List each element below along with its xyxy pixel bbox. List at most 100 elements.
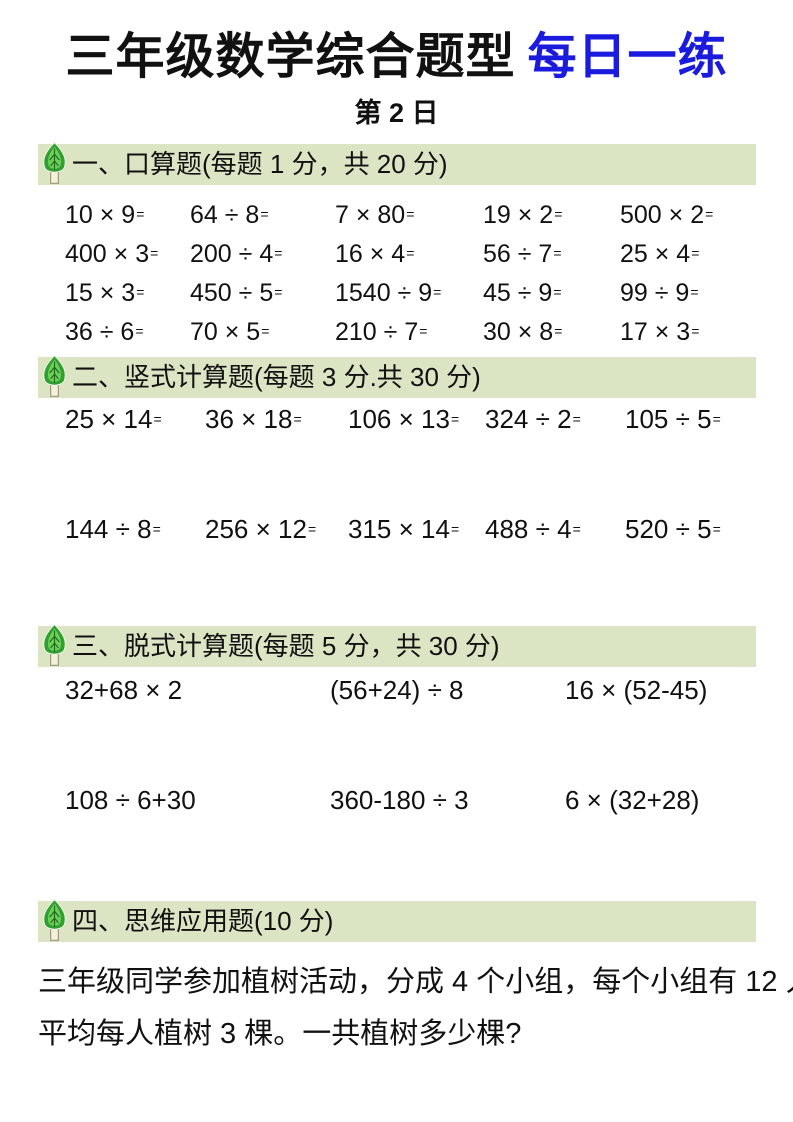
expression: 360-180 ÷ 3 xyxy=(330,785,469,815)
expression: 45 ÷ 9 xyxy=(483,279,553,307)
oral-problem: 45 ÷ 9= xyxy=(483,273,620,312)
expression: 25 × 4 xyxy=(620,240,691,268)
equals-sign: = xyxy=(293,411,302,427)
expression: 210 ÷ 7 xyxy=(335,318,419,346)
vertical-problem: 144 ÷ 8= xyxy=(65,512,205,546)
expression: 32+68 × 2 xyxy=(65,675,183,705)
page-title: 三年级数学综合题型 每日一练 xyxy=(0,24,793,90)
stepwise-problem: 16 × (52-45) xyxy=(565,673,793,707)
expression: 6 × (32+28) xyxy=(565,785,700,815)
expression: 25 × 14 xyxy=(65,404,153,434)
stepwise-problem: (56+24) ÷ 8 xyxy=(330,673,565,707)
vertical-problem: 105 ÷ 5= xyxy=(625,402,793,436)
expression: 17 × 3 xyxy=(620,318,691,346)
expression: 315 × 14 xyxy=(348,514,450,544)
equals-sign: = xyxy=(691,245,700,261)
section-heading-stepwise: 三、脱式计算题(每题 5 分，共 30 分) xyxy=(72,631,500,661)
oral-problem: 25 × 4= xyxy=(620,234,793,273)
applied-problem-line: 平均每人植树 3 棵。一共植树多少棵? xyxy=(38,1018,522,1050)
oral-problem: 7 × 80= xyxy=(335,195,483,234)
expression: 64 ÷ 8 xyxy=(190,201,260,229)
oral-problem: 30 × 8= xyxy=(483,312,620,351)
section-heading-vertical: 二、竖式计算题(每题 3 分.共 30 分) xyxy=(72,362,481,392)
vertical-problem: 256 × 12= xyxy=(205,512,348,546)
equals-sign: = xyxy=(712,411,721,427)
vertical-problem: 324 ÷ 2= xyxy=(485,402,625,436)
expression: 1540 ÷ 9 xyxy=(335,279,433,307)
expression: 400 × 3 xyxy=(65,240,150,268)
expression: 105 ÷ 5 xyxy=(625,404,712,434)
expression: 200 ÷ 4 xyxy=(190,240,274,268)
expression: 70 × 5 xyxy=(190,318,261,346)
expression: 19 × 2 xyxy=(483,201,554,229)
expression: 7 × 80 xyxy=(335,201,406,229)
expression: 106 × 13 xyxy=(348,404,450,434)
expression: 144 ÷ 8 xyxy=(65,514,152,544)
tree-icon xyxy=(43,354,66,397)
equals-sign: = xyxy=(433,284,442,300)
equals-sign: = xyxy=(712,521,721,537)
stepwise-problem-row-1: 32+68 × 2 (56+24) ÷ 8 16 × (52-45) xyxy=(65,673,793,707)
equals-sign: = xyxy=(554,323,563,339)
equals-sign: = xyxy=(554,206,563,222)
section-header-oral: 一、口算题(每题 1 分，共 20 分) xyxy=(38,141,756,185)
oral-problem: 56 ÷ 7= xyxy=(483,234,620,273)
vertical-problem-row-2: 144 ÷ 8= 256 × 12= 315 × 14= 488 ÷ 4= 52… xyxy=(65,512,793,546)
equals-sign: = xyxy=(691,323,700,339)
oral-problem: 450 ÷ 5= xyxy=(190,273,335,312)
equals-sign: = xyxy=(260,206,269,222)
equals-sign: = xyxy=(135,323,144,339)
stepwise-problem-row-2: 108 ÷ 6+30 360-180 ÷ 3 6 × (32+28) xyxy=(65,783,793,817)
vertical-problem: 36 × 18= xyxy=(205,402,348,436)
vertical-problem: 106 × 13= xyxy=(348,402,485,436)
expression: 500 × 2 xyxy=(620,201,705,229)
oral-problem: 36 ÷ 6= xyxy=(65,312,190,351)
equals-sign: = xyxy=(553,245,562,261)
equals-sign: = xyxy=(406,206,415,222)
stepwise-problem: 360-180 ÷ 3 xyxy=(330,783,565,817)
vertical-problem-row-1: 25 × 14= 36 × 18= 106 × 13= 324 ÷ 2= 105… xyxy=(65,402,793,436)
section-header-vertical: 二、竖式计算题(每题 3 分.共 30 分) xyxy=(38,354,756,398)
expression: 256 × 12 xyxy=(205,514,307,544)
equals-sign: = xyxy=(705,206,714,222)
oral-problem: 64 ÷ 8= xyxy=(190,195,335,234)
equals-sign: = xyxy=(136,284,145,300)
expression: 108 ÷ 6+30 xyxy=(65,785,196,815)
equals-sign: = xyxy=(261,323,270,339)
vertical-problem: 488 ÷ 4= xyxy=(485,512,625,546)
expression: 520 ÷ 5 xyxy=(625,514,712,544)
section-header-applied: 四、思维应用题(10 分) xyxy=(38,898,756,942)
equals-sign: = xyxy=(307,521,317,537)
oral-problem: 200 ÷ 4= xyxy=(190,234,335,273)
equals-sign: = xyxy=(274,245,283,261)
equals-sign: = xyxy=(406,245,415,261)
equals-sign: = xyxy=(690,284,699,300)
equals-sign: = xyxy=(572,411,581,427)
tree-icon xyxy=(43,141,66,184)
expression: 16 × (52-45) xyxy=(565,675,708,705)
equals-sign: = xyxy=(419,323,428,339)
equals-sign: = xyxy=(553,284,562,300)
equals-sign: = xyxy=(450,521,460,537)
equals-sign: = xyxy=(152,521,161,537)
equals-sign: = xyxy=(274,284,283,300)
expression: 30 × 8 xyxy=(483,318,554,346)
page-title-accent: 每日一练 xyxy=(527,30,728,84)
oral-problem-grid: 10 × 9= 64 ÷ 8= 7 × 80= 19 × 2= 500 × 2=… xyxy=(65,195,793,351)
section-heading-oral: 一、口算题(每题 1 分，共 20 分) xyxy=(72,149,448,179)
expression: 450 ÷ 5 xyxy=(190,279,274,307)
tree-icon xyxy=(43,623,66,666)
oral-problem: 99 ÷ 9= xyxy=(620,273,793,312)
equals-sign: = xyxy=(150,245,159,261)
applied-problem-text: 三年级同学参加植树活动，分成 4 个小组，每个小组有 12 人， 平均每人植树 … xyxy=(38,956,793,1060)
vertical-problem: 25 × 14= xyxy=(65,402,205,436)
expression: 16 × 4 xyxy=(335,240,406,268)
oral-problem: 15 × 3= xyxy=(65,273,190,312)
expression: 10 × 9 xyxy=(65,201,136,229)
expression: 36 × 18 xyxy=(205,404,293,434)
tree-icon xyxy=(43,898,66,941)
applied-problem-line: 三年级同学参加植树活动，分成 4 个小组，每个小组有 12 人， xyxy=(38,966,793,998)
expression: (56+24) ÷ 8 xyxy=(330,675,464,705)
day-subtitle: 第 2 日 xyxy=(354,98,439,128)
